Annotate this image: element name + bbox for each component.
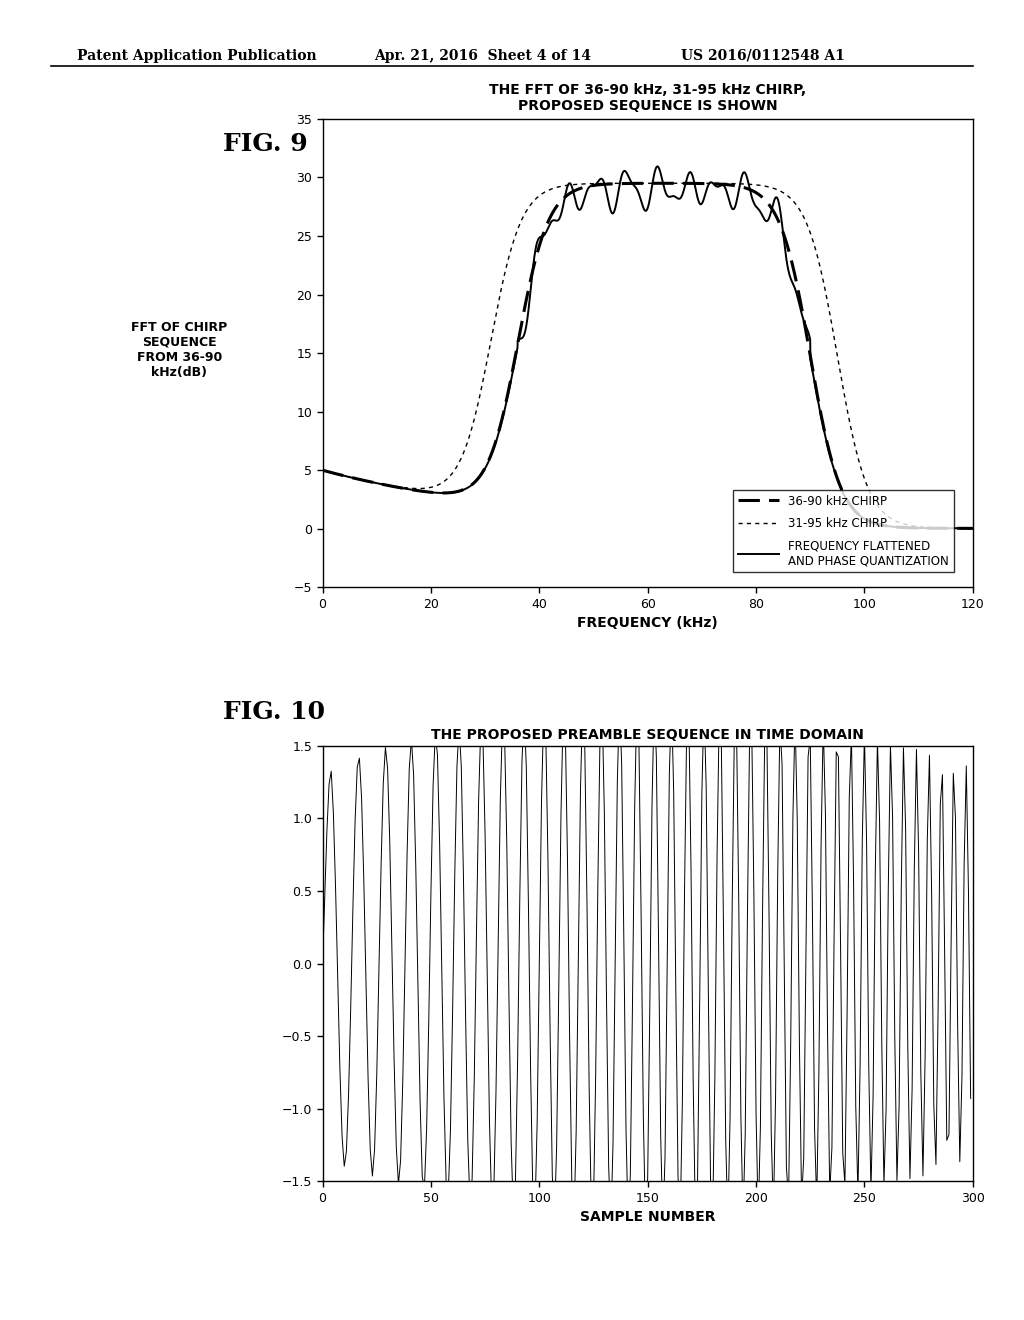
X-axis label: SAMPLE NUMBER: SAMPLE NUMBER xyxy=(580,1210,716,1225)
Text: FIG. 10: FIG. 10 xyxy=(223,700,326,723)
Text: FIG. 9: FIG. 9 xyxy=(223,132,308,156)
Title: THE FFT OF 36-90 kHz, 31-95 kHz CHIRP,
PROPOSED SEQUENCE IS SHOWN: THE FFT OF 36-90 kHz, 31-95 kHz CHIRP, P… xyxy=(489,83,806,114)
Title: THE PROPOSED PREAMBLE SEQUENCE IN TIME DOMAIN: THE PROPOSED PREAMBLE SEQUENCE IN TIME D… xyxy=(431,727,864,742)
Text: Patent Application Publication: Patent Application Publication xyxy=(77,49,316,63)
Text: Apr. 21, 2016  Sheet 4 of 14: Apr. 21, 2016 Sheet 4 of 14 xyxy=(374,49,591,63)
Text: US 2016/0112548 A1: US 2016/0112548 A1 xyxy=(681,49,845,63)
X-axis label: FREQUENCY (kHz): FREQUENCY (kHz) xyxy=(578,616,718,631)
Text: FFT OF CHIRP
SEQUENCE
FROM 36-90
kHz(dB): FFT OF CHIRP SEQUENCE FROM 36-90 kHz(dB) xyxy=(131,321,227,379)
Legend: 36-90 kHz CHIRP, 31-95 kHz CHIRP, FREQUENCY FLATTENED
AND PHASE QUANTIZATION: 36-90 kHz CHIRP, 31-95 kHz CHIRP, FREQUE… xyxy=(733,490,954,572)
